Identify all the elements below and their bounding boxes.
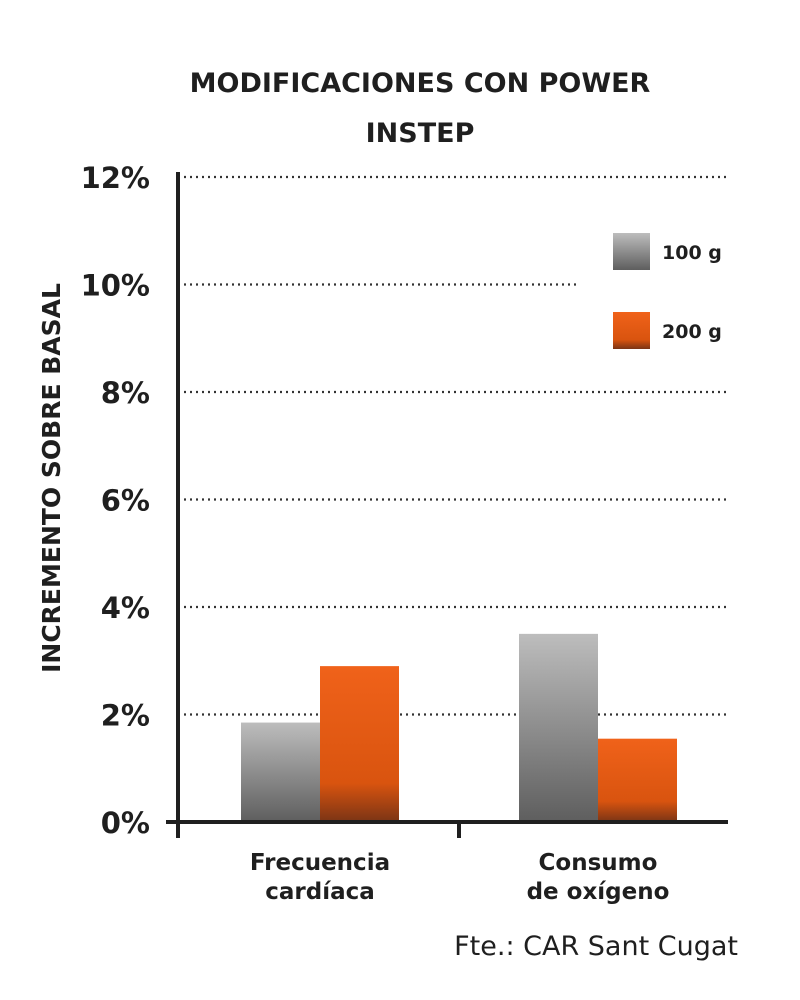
x-category-label: cardíaca [265, 879, 375, 905]
legend-swatch [613, 233, 650, 270]
y-tick-label: 12% [81, 161, 150, 195]
y-tick-label: 6% [101, 484, 150, 518]
x-category-label: de oxígeno [527, 879, 670, 905]
legend-swatch [613, 312, 650, 349]
chart-title-line-2: INSTEP [366, 118, 475, 149]
chart-title-line-1: MODIFICACIONES CON POWER [190, 68, 651, 99]
y-tick-label: 10% [81, 269, 150, 303]
x-category-label: Consumo [539, 850, 658, 876]
legend-label: 200 g [662, 321, 722, 343]
bar-100g-frecuencia [241, 722, 320, 822]
legend: 100 g 200 g [613, 233, 722, 349]
y-tick-label: 2% [101, 699, 150, 733]
y-tick-label: 4% [101, 591, 150, 625]
x-axis-categories: Frecuencia cardíaca Consumo de oxígeno [250, 850, 670, 905]
y-tick-label: 8% [101, 376, 150, 410]
y-axis-ticks: 0% 2% 4% 6% 8% 10% 12% [81, 161, 150, 840]
gridlines [178, 175, 728, 716]
source-note: Fte.: CAR Sant Cugat [454, 931, 738, 962]
bars [241, 633, 677, 822]
x-category-label: Frecuencia [250, 850, 390, 876]
bar-200g-consumo [598, 738, 677, 822]
y-tick-label: 0% [101, 806, 150, 840]
bar-100g-consumo [519, 633, 598, 822]
legend-label: 100 g [662, 242, 722, 264]
y-axis-label: INCREMENTO SOBRE BASAL [37, 283, 66, 673]
bar-200g-frecuencia [320, 666, 399, 822]
